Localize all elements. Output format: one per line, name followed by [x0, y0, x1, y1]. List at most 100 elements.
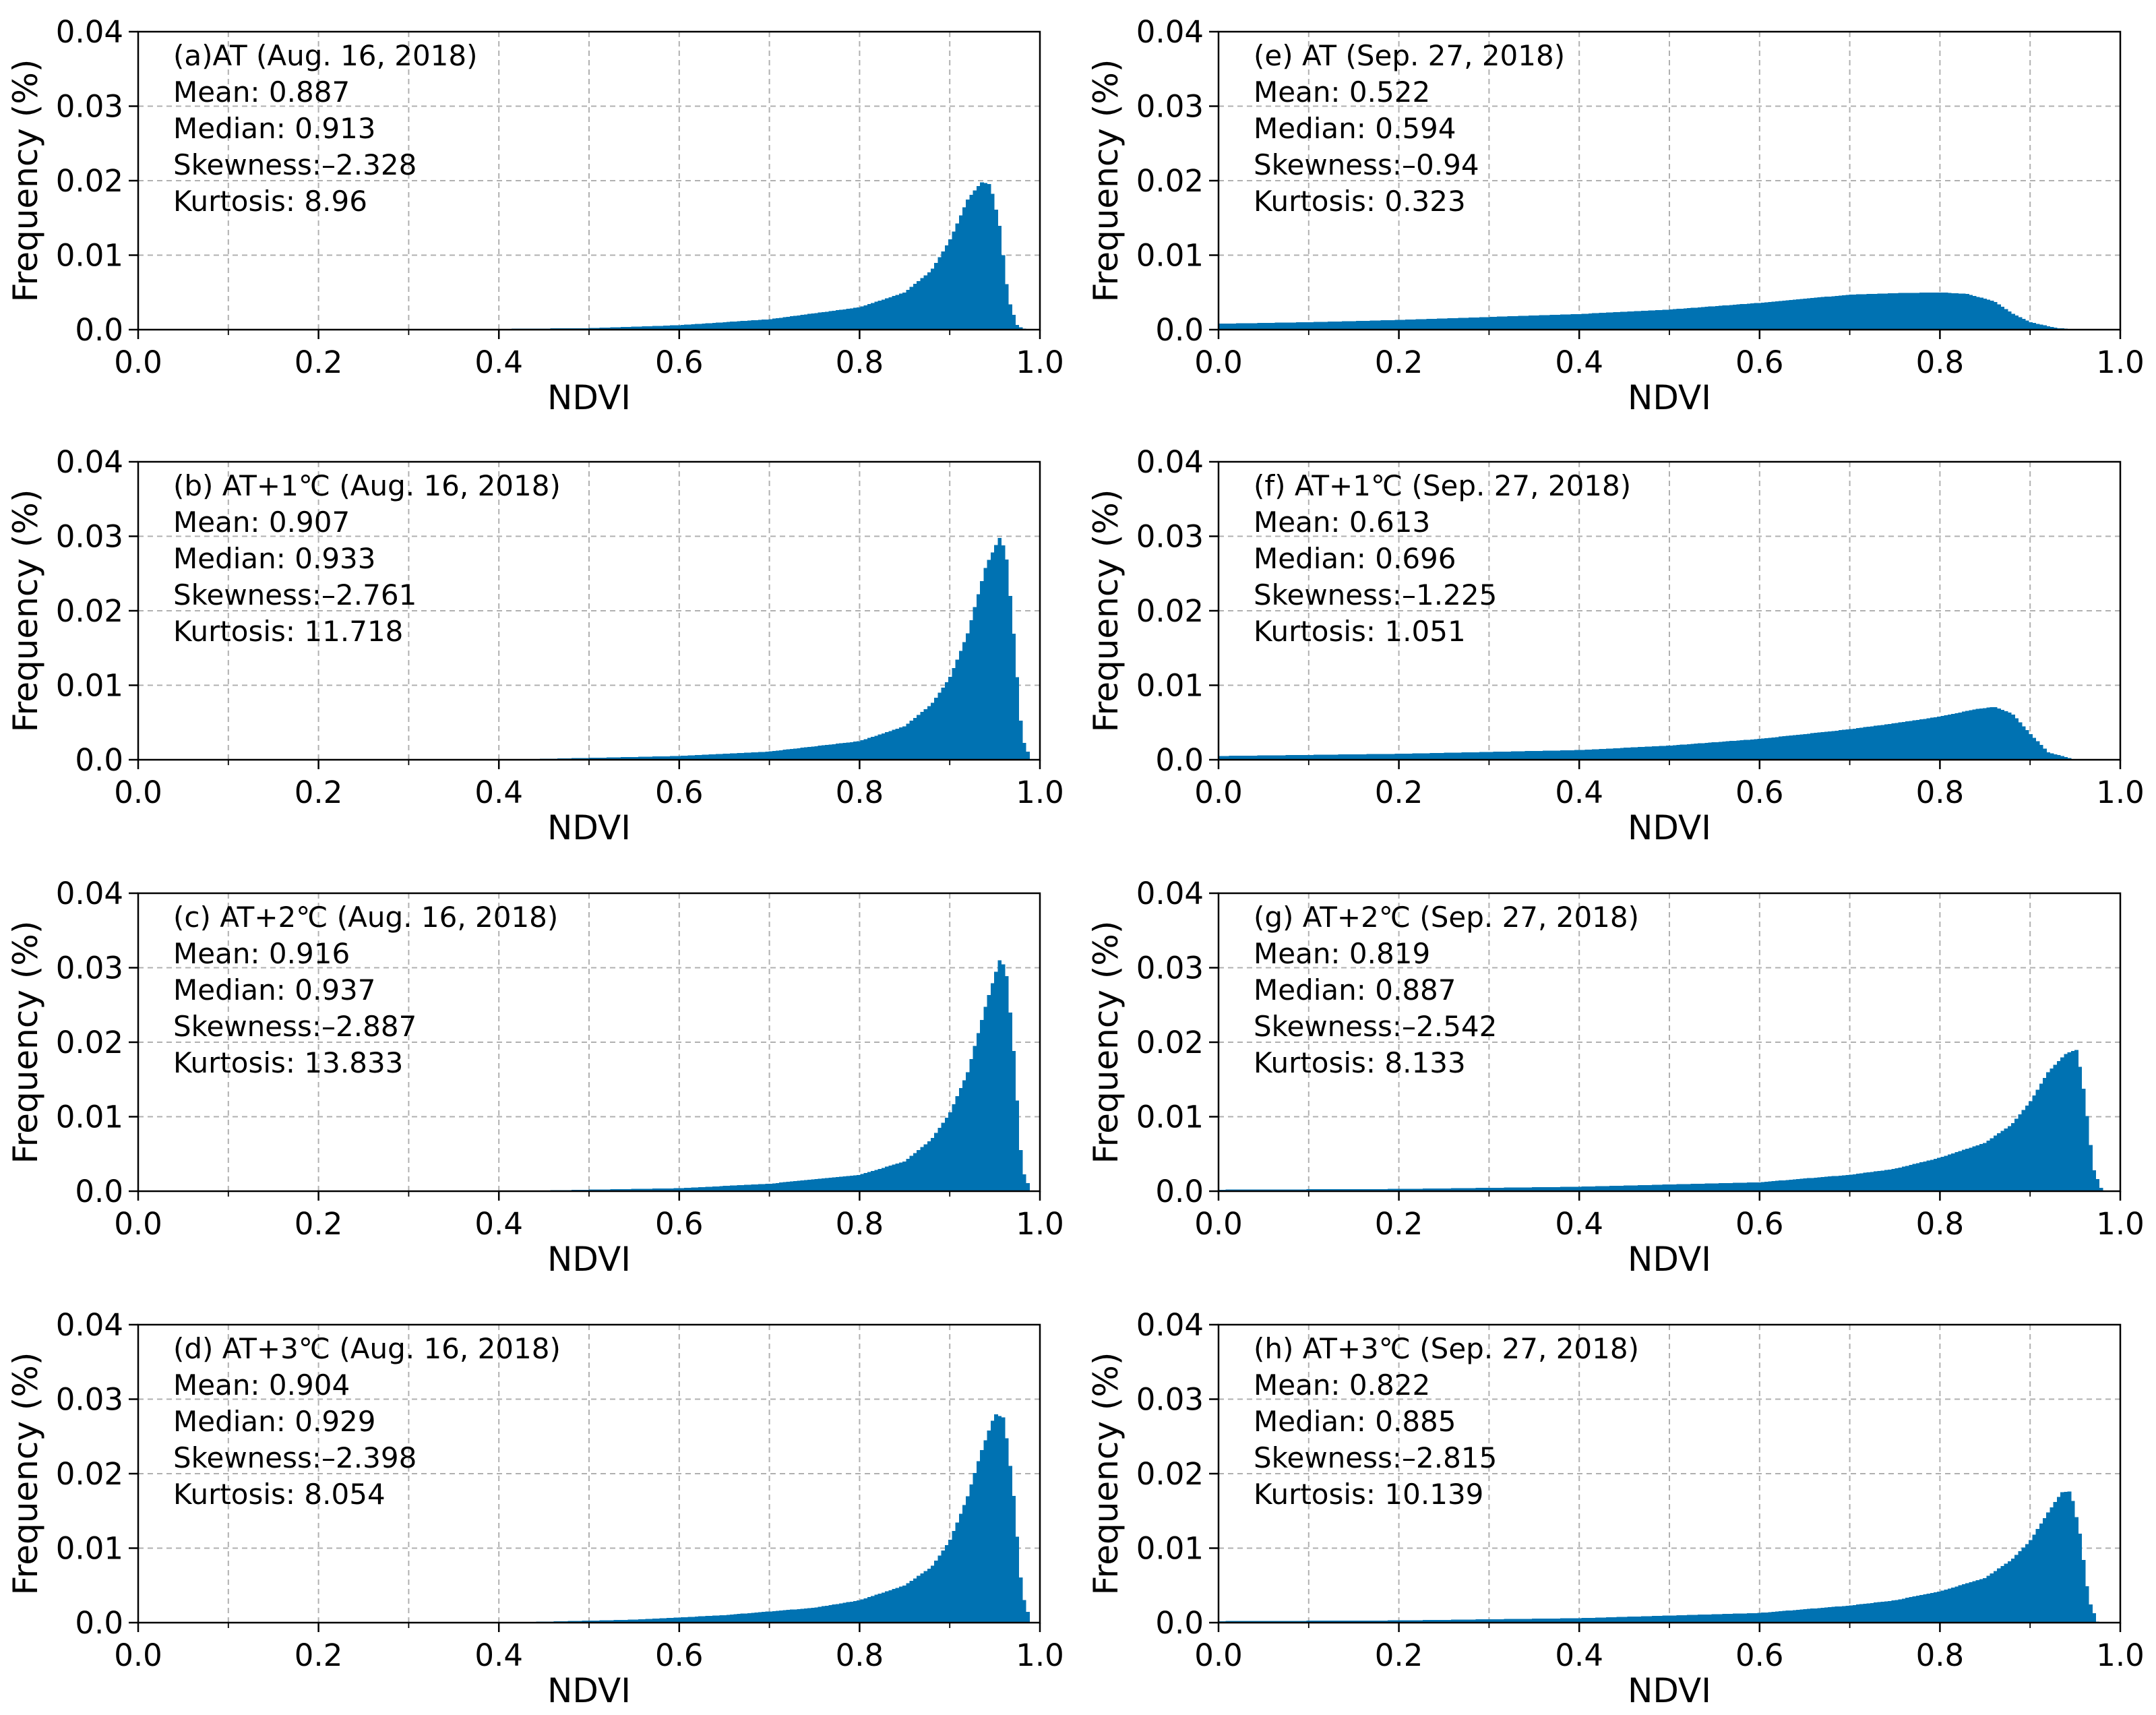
histogram-bar: [1409, 1189, 1413, 1191]
panel-title: (h) AT+3℃ (Sep. 27, 2018): [1254, 1332, 1639, 1365]
histogram-bar: [1915, 719, 1920, 760]
histogram-bar: [2007, 311, 2012, 330]
histogram-bar: [983, 1006, 988, 1191]
panel-title: (d) AT+3℃ (Aug. 16, 2018): [173, 1332, 561, 1365]
histogram-bar: [1715, 1183, 1719, 1191]
histogram-bar: [1888, 723, 1892, 760]
histogram-bar: [1856, 294, 1860, 330]
histogram-bar: [1997, 709, 2001, 760]
histogram-bar: [1479, 1619, 1483, 1623]
histogram-bar: [1415, 319, 1420, 330]
histogram-bar: [1359, 754, 1363, 760]
histogram-bar: [1683, 1184, 1688, 1191]
histogram-bar: [952, 668, 956, 760]
histogram-bar: [1268, 755, 1272, 760]
histogram-bar: [1472, 1188, 1477, 1191]
histogram-bar: [863, 739, 868, 760]
histogram-bar: [2025, 730, 2029, 760]
histogram-bar: [818, 312, 822, 330]
histogram-bar: [818, 1606, 822, 1623]
histogram-bar: [1001, 964, 1006, 1191]
histogram-bar: [1588, 313, 1593, 330]
histogram-bar: [1560, 1618, 1564, 1623]
histogram-bar: [941, 1122, 946, 1191]
histogram-bar: [807, 313, 811, 330]
histogram-bar: [677, 1617, 681, 1623]
histogram-bar: [2053, 1064, 2058, 1191]
histogram-bar: [1532, 1187, 1536, 1191]
histogram-bar: [1510, 751, 1515, 760]
histogram-bar: [1655, 746, 1659, 760]
histogram-bar: [1662, 1615, 1667, 1623]
histogram-bar: [994, 545, 998, 760]
histogram-bar: [670, 756, 675, 760]
histogram-bar: [1469, 318, 1473, 330]
histogram-bar: [1295, 1621, 1300, 1623]
y-axis-label: Frequency (%): [6, 59, 45, 303]
histogram-bar: [1510, 1187, 1515, 1191]
histogram-bar: [1320, 1621, 1325, 1623]
histogram-bar: [702, 323, 706, 330]
histogram-bar: [895, 1588, 900, 1623]
histogram-bar: [1306, 754, 1311, 760]
histogram-bar: [1725, 741, 1730, 760]
kurtosis-stat: Kurtosis: 8.96: [173, 185, 367, 218]
histogram-bar: [1969, 710, 1973, 760]
histogram-bar: [902, 292, 906, 330]
histogram-bar: [1736, 740, 1741, 760]
histogram-bar: [1866, 727, 1871, 760]
histogram-bar: [786, 316, 791, 330]
y-tick-label: 0.03: [1136, 1382, 1204, 1418]
histogram-bar: [1469, 1188, 1473, 1191]
histogram-bar: [1951, 1153, 1955, 1191]
histogram-bar: [1496, 1619, 1501, 1623]
histogram-bar: [1546, 315, 1550, 330]
x-tick-label: 0.6: [655, 344, 704, 380]
histogram-bar: [941, 251, 946, 330]
histogram-bar: [1292, 755, 1297, 760]
histogram-bar: [1303, 754, 1307, 760]
histogram-bar: [1983, 299, 1987, 330]
histogram-bar: [1729, 1613, 1733, 1623]
histogram-bar: [1556, 314, 1561, 330]
histogram-bar: [610, 757, 615, 760]
histogram-bar: [797, 748, 801, 760]
histogram-bar: [1387, 320, 1392, 330]
histogram-bar: [944, 1117, 949, 1191]
histogram-bar: [1849, 295, 1853, 330]
skewness-stat: Skewness:–2.761: [173, 578, 417, 611]
histogram-bar: [1268, 1621, 1272, 1623]
histogram-bar: [2046, 1512, 2051, 1623]
histogram-bar: [708, 1186, 713, 1191]
histogram-bar: [634, 756, 639, 760]
histogram-bar: [1616, 311, 1621, 330]
histogram-bar: [814, 1179, 819, 1191]
histogram-bar: [1524, 1619, 1529, 1623]
histogram-bar: [1711, 306, 1716, 330]
histogram-bar: [1895, 1600, 1899, 1623]
histogram-bar: [1254, 755, 1258, 760]
histogram-bar: [666, 1618, 671, 1623]
histogram-bar: [1669, 1184, 1673, 1191]
histogram-bar: [702, 754, 706, 760]
histogram-bar: [1018, 1149, 1023, 1191]
histogram-bar: [1012, 1051, 1016, 1191]
histogram-bar: [1754, 1613, 1758, 1623]
histogram-bar: [1852, 1174, 1857, 1191]
histogram-bar: [828, 311, 833, 330]
histogram-bar: [1588, 749, 1593, 760]
histogram-bar: [2021, 726, 2026, 760]
histogram-bar: [1377, 320, 1382, 330]
histogram-bar: [1369, 1620, 1374, 1623]
histogram-bar: [1708, 742, 1713, 760]
histogram-bar: [1299, 322, 1304, 330]
histogram-bar: [966, 199, 971, 330]
histogram-bar: [751, 752, 756, 760]
histogram-bar: [1775, 1180, 1779, 1191]
histogram-bar: [1923, 1594, 1928, 1623]
histogram-bar: [730, 1615, 734, 1623]
kurtosis-stat: Kurtosis: 1.051: [1254, 615, 1466, 648]
x-tick-label: 0.6: [655, 775, 704, 810]
histogram-bar: [582, 1621, 586, 1623]
histogram-bar: [1986, 707, 1991, 760]
